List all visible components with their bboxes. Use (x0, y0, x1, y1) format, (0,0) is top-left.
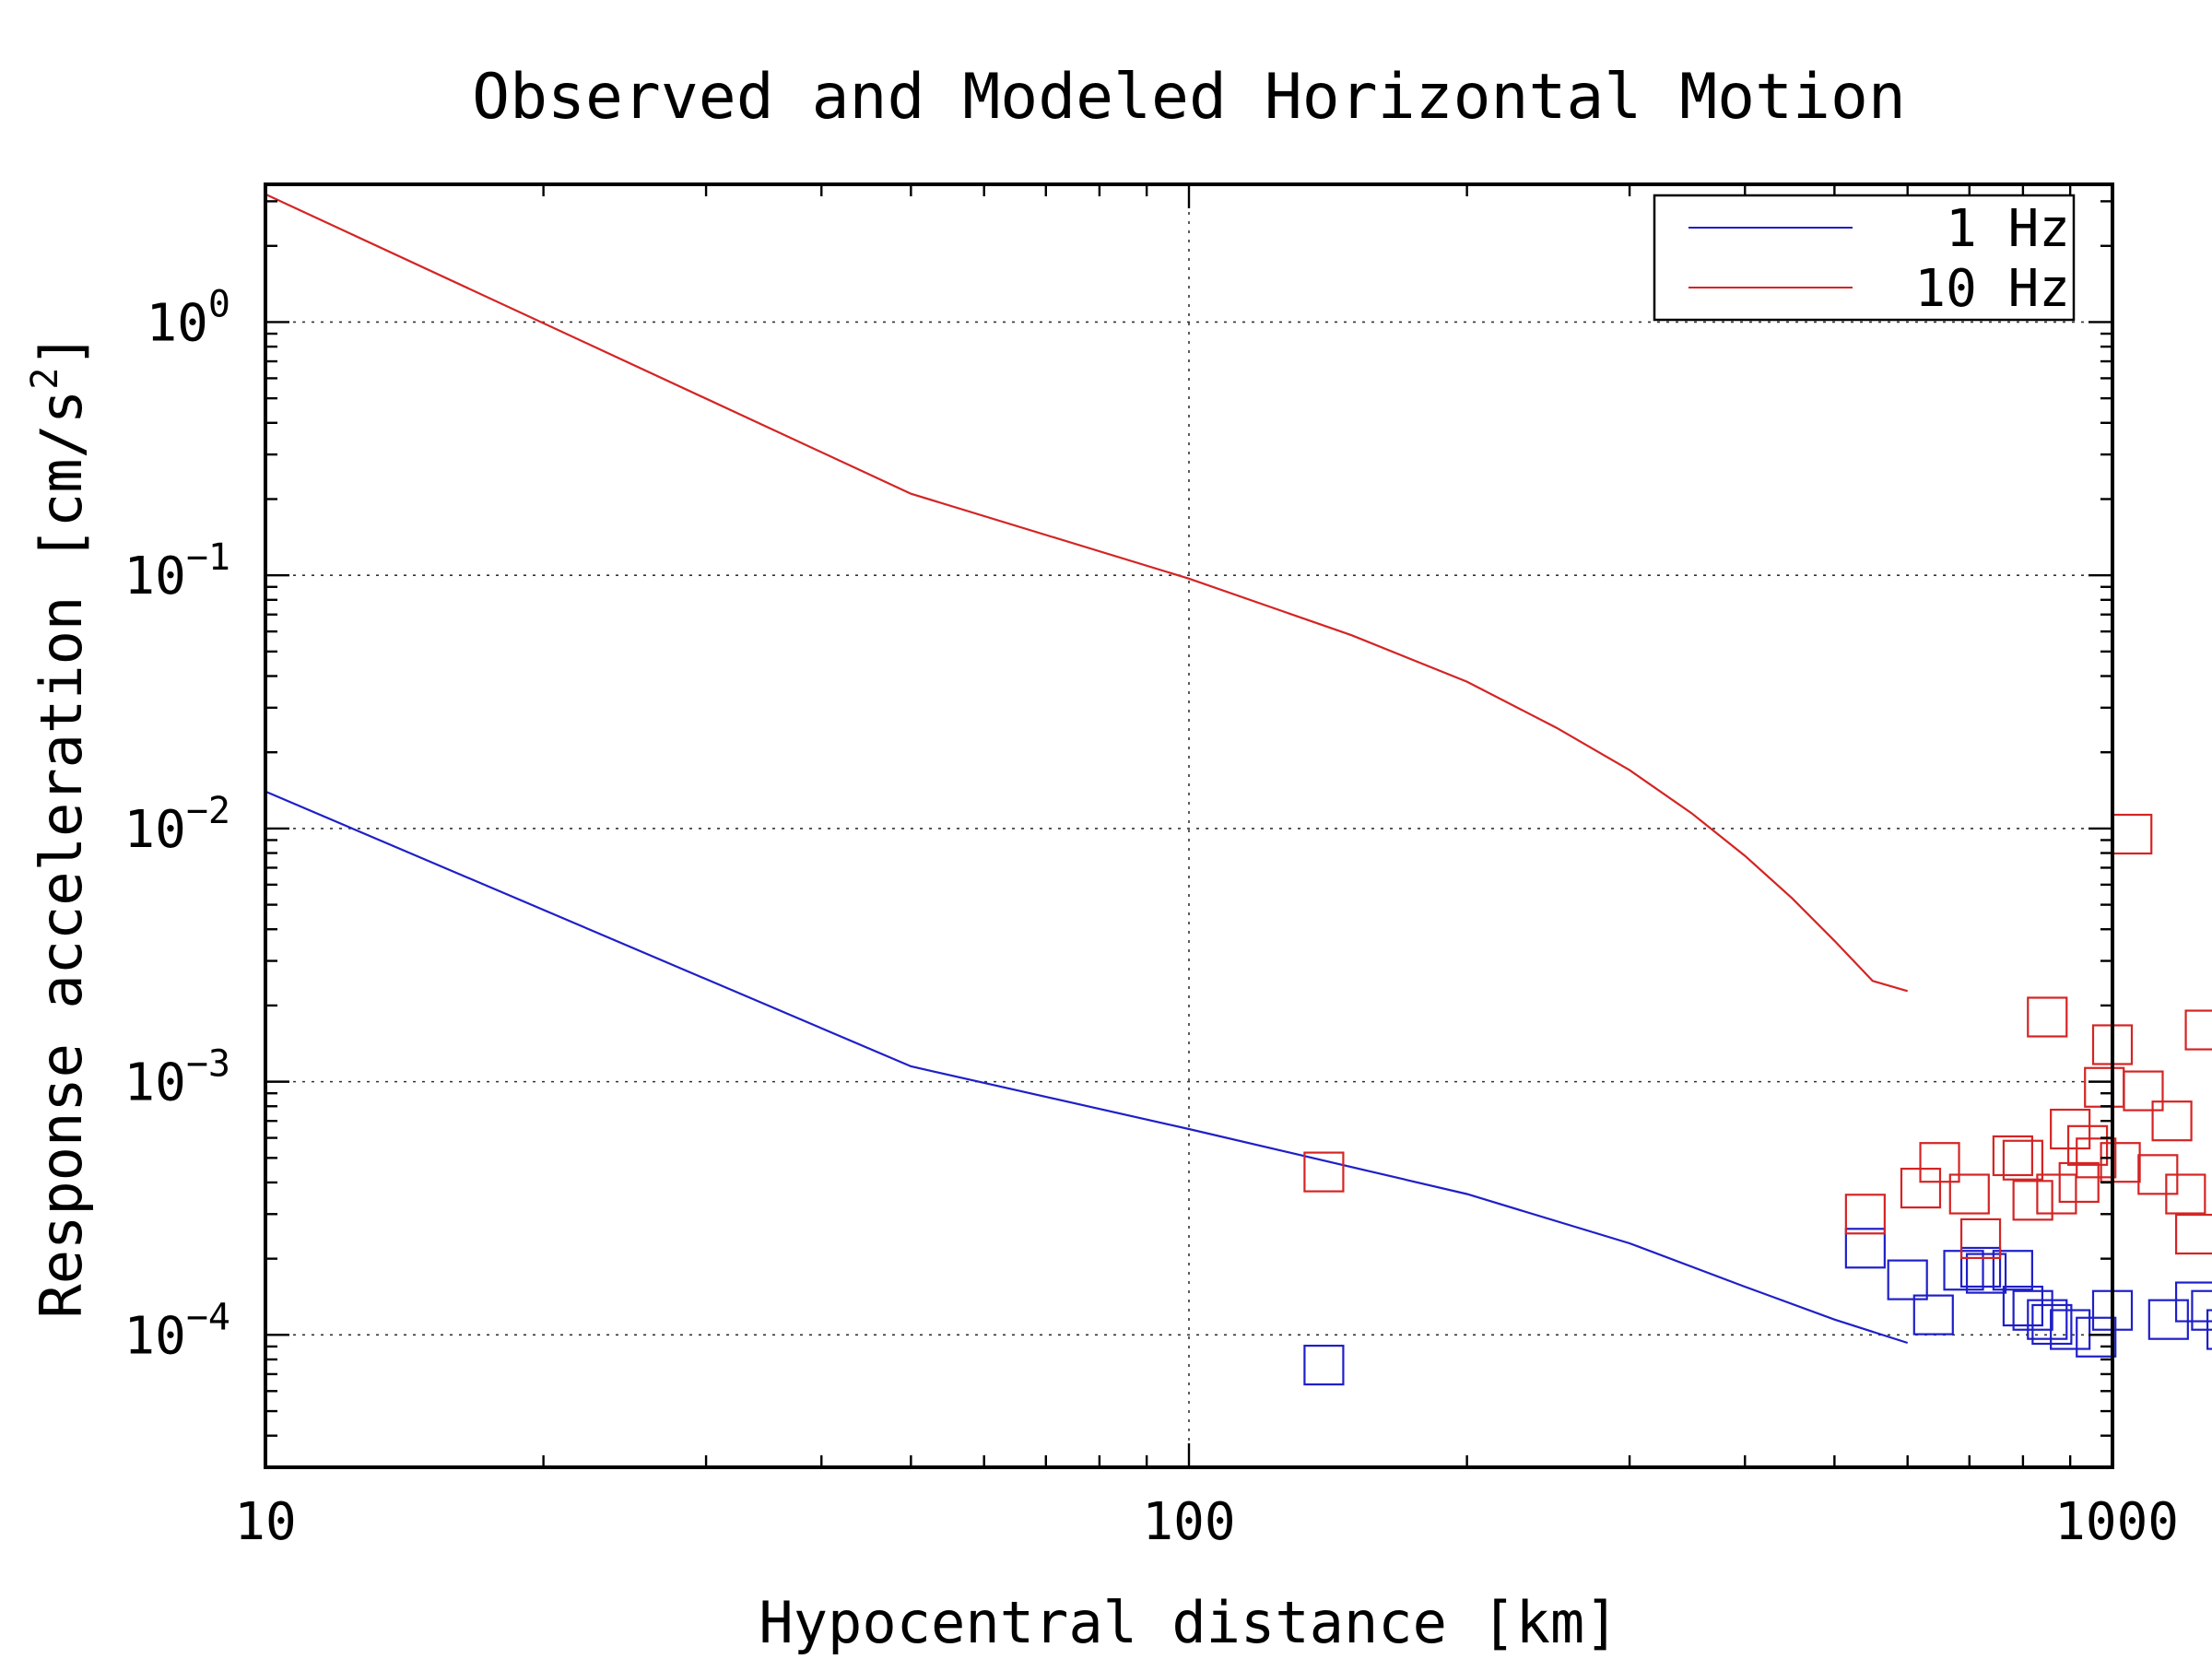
y-tick-label: 100 (146, 283, 230, 353)
observed-point-10hz (2058, 1161, 2100, 1204)
x-axis-label: Hypocentral distance [km] (759, 1589, 1618, 1656)
observed-point-1hz (2191, 1289, 2212, 1331)
observed-point-1hz (1959, 1246, 2002, 1288)
x-tick-label: 100 (1142, 1492, 1235, 1552)
axis-ticks: 10 100 1000 100 10−1 10−2 10−3 10−4 (124, 184, 2179, 1552)
observed-point-10hz (2165, 1173, 2206, 1215)
y-tick-label: 10−1 (124, 536, 230, 606)
x-tick-label: 1000 (2054, 1492, 2179, 1552)
legend-label-1hz: 1 Hz (1946, 199, 2070, 259)
observed-point-1hz (1943, 1250, 1984, 1291)
observed-point-10hz (2076, 1137, 2117, 1179)
observed-point-1hz (2076, 1316, 2117, 1358)
observed-point-10hz (1959, 1218, 2002, 1260)
observed-point-10hz (2050, 1108, 2091, 1150)
plot-frame (264, 182, 2114, 1469)
observed-point-10hz (2112, 813, 2153, 855)
x-tick-label: 10 (234, 1492, 296, 1552)
observed-point-1hz (2031, 1303, 2073, 1346)
observed-point-10hz (2084, 1066, 2125, 1108)
observed-point-10hz (2036, 1173, 2077, 1215)
observed-point-10hz (2184, 1009, 2212, 1051)
observed-point-10hz (2100, 1142, 2141, 1183)
observed-point-1hz (2050, 1309, 2091, 1350)
observed-point-10hz (1948, 1173, 1990, 1215)
y-axis-label-base: Response acceleration [cm/s (28, 390, 95, 1319)
legend-label-10hz: 10 Hz (1914, 259, 2070, 319)
observed-point-1hz (2027, 1299, 2068, 1340)
observed-point-10hz (1919, 1142, 1960, 1183)
observed-point-10hz (2066, 1124, 2109, 1166)
grid-lines (265, 184, 2112, 1467)
y-axis-label: Response acceleration [cm/s2] (24, 333, 95, 1318)
legend-box (1653, 194, 2076, 322)
observed-point-1hz (2174, 1281, 2212, 1323)
chart-title: Observed and Modeled Horizontal Motion (472, 61, 1906, 134)
observed-point-1hz (1844, 1228, 1886, 1269)
y-axis-label-end: ] (28, 333, 95, 367)
observed-point-1hz (2147, 1299, 2189, 1340)
y-tick-label: 10−2 (124, 790, 230, 860)
observed-point-10hz (2151, 1100, 2193, 1142)
observed-point-1hz (1912, 1294, 1954, 1335)
observed-point-1hz (1965, 1253, 2007, 1294)
y-tick-label: 10−4 (124, 1296, 230, 1366)
legend: 1 Hz 10 Hz (1653, 194, 2076, 322)
observed-point-1hz (1303, 1344, 1345, 1386)
observed-point-10hz (2123, 1070, 2164, 1112)
observed-point-10hz (1992, 1135, 2033, 1177)
observed-point-10hz (1303, 1151, 1345, 1193)
model-line-10hz (265, 193, 1909, 993)
observed-point-10hz (1844, 1194, 1886, 1235)
series-layer (265, 193, 2212, 1386)
observed-point-1hz (1887, 1259, 1928, 1300)
y-axis-label-sup: 2 (24, 368, 66, 390)
observed-point-1hz (2206, 1309, 2212, 1350)
observed-point-10hz (2174, 1213, 2212, 1255)
observed-point-10hz (2002, 1139, 2043, 1181)
observed-point-10hz (2012, 1180, 2053, 1221)
y-tick-label: 10−3 (124, 1043, 230, 1113)
observed-point-1hz (1992, 1250, 2033, 1291)
observed-point-10hz (2027, 996, 2068, 1038)
model-line-1hz (265, 790, 1909, 1345)
